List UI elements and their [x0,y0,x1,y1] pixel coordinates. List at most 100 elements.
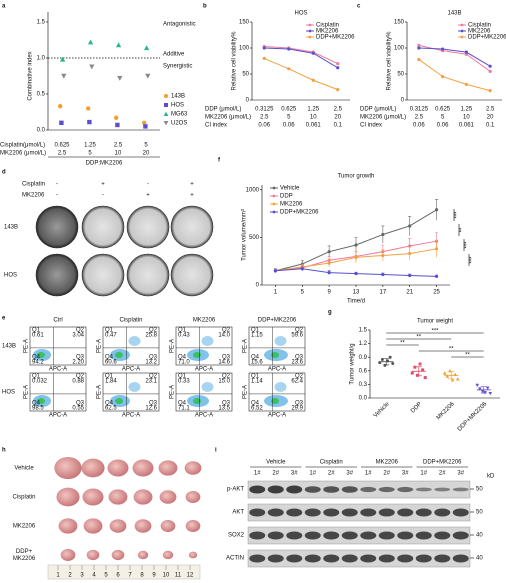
significance: ** [400,341,405,347]
legend-swatch [308,29,312,33]
ruler-label: 7 [128,573,132,579]
x-axis-label: APC-A [268,367,286,373]
y-axis-label: PE-A [243,385,249,399]
point [311,78,315,82]
x-row-name: DDP (μmol/L) [360,107,396,113]
point [413,365,417,369]
protein-label: ACTIN [226,556,244,562]
significance: ** [465,353,470,359]
quadrant-value: 62.4 [291,379,303,385]
x-tick-label: Vehicle [373,401,391,419]
x-row-value: 0.06 [437,123,449,129]
panel-letter: h [2,448,6,454]
lane-label: 1# [254,471,261,477]
y-tick-label: 0.0 [359,396,368,402]
panel-letter: f [218,158,221,164]
panel-letter: a [2,4,6,10]
quadrant-name: Q4 [105,401,114,407]
x-tick-label: 17 [380,290,387,296]
ruler-label: 12 [187,573,194,579]
point [59,56,66,62]
flow-density [271,398,279,404]
point [58,104,63,109]
legend-swatch [460,29,464,33]
point [89,64,95,70]
row-label: HOS [2,390,15,396]
quadrant-value: 14.0 [218,333,230,339]
x-row-value: 0.625 [54,143,70,149]
well-image [35,205,79,249]
y-tick-label: 0.9 [359,355,368,361]
blot-band [452,508,469,517]
x-tick-label: 25 [433,290,440,296]
point [418,362,422,366]
blot-band [397,508,414,517]
quadrant-name: Q3 [76,401,85,407]
tumor-image [108,489,128,505]
error-bar [383,358,390,366]
quadrant-value: 12.6 [145,406,157,412]
blot-strip [247,526,471,545]
error-bar [415,366,422,377]
quadrant-value: 23.6 [291,360,303,366]
significance: *** [470,256,476,264]
treatment-sign: + [190,182,194,188]
quadrant-name: Q4 [251,355,260,361]
point [434,208,439,212]
x-row-value: 0.061 [306,123,322,129]
x-row-value: 20 [334,115,341,121]
ruler-label: 11 [175,573,182,579]
y-tick-label: 50 [397,72,404,78]
x-row-value: 0.06 [413,123,425,129]
tumor-image [134,519,152,533]
ruler-label: 2 [68,573,72,579]
flow-density [37,398,45,404]
y-axis-label: Combinative index [28,51,34,100]
y-tick-label: 0 [401,98,405,104]
tumor-image [159,490,177,504]
legend-label: Cisplatin [468,23,491,29]
blot-band [267,531,284,540]
blot-band [304,486,321,493]
blot-band [249,485,266,494]
point [421,368,425,372]
x-tick-label: 21 [406,290,413,296]
blot-band [434,508,451,517]
y-tick-label: 1.0 [37,56,46,62]
point [163,111,169,116]
column-title: MK2206 [193,318,216,324]
well-image [81,205,125,249]
flow-density [128,336,141,346]
quadrant-name: Q2 [295,328,304,334]
lane-label: 2# [272,471,279,477]
column-title: Ctrl [53,318,62,324]
lane-label: 3# [291,471,298,477]
blot-band [360,508,377,517]
group-label: Vehicle [266,460,286,466]
legend-label: DDP+MK2206 [280,210,319,216]
region-label: Antagonistic [163,22,196,28]
quadrant-name: Q2 [149,328,158,334]
region-label: Synergistic [163,64,192,70]
row-label: MK2206 [13,556,36,562]
point [441,47,445,51]
quadrant-name: Q3 [76,355,85,361]
group-label: MK2206 [376,460,399,466]
flow-density [193,352,201,358]
x-row-value: 5 [441,115,445,121]
blot-band [286,531,303,540]
y-tick-label: 100 [239,46,250,52]
protein-label: AKT [232,510,244,516]
quadrant-value: 1.14 [251,379,263,385]
blot-band [267,485,284,494]
x-axis-label: Time/d [347,299,365,305]
point [488,69,492,73]
blot-band [323,531,340,540]
y-axis-label: PE-A [97,385,103,399]
point [115,122,120,128]
treatment-sign: + [101,182,105,188]
legend-label: 143B [171,94,185,100]
point [417,46,421,50]
point [408,251,412,256]
chart-title: Tumor growth [338,174,375,180]
